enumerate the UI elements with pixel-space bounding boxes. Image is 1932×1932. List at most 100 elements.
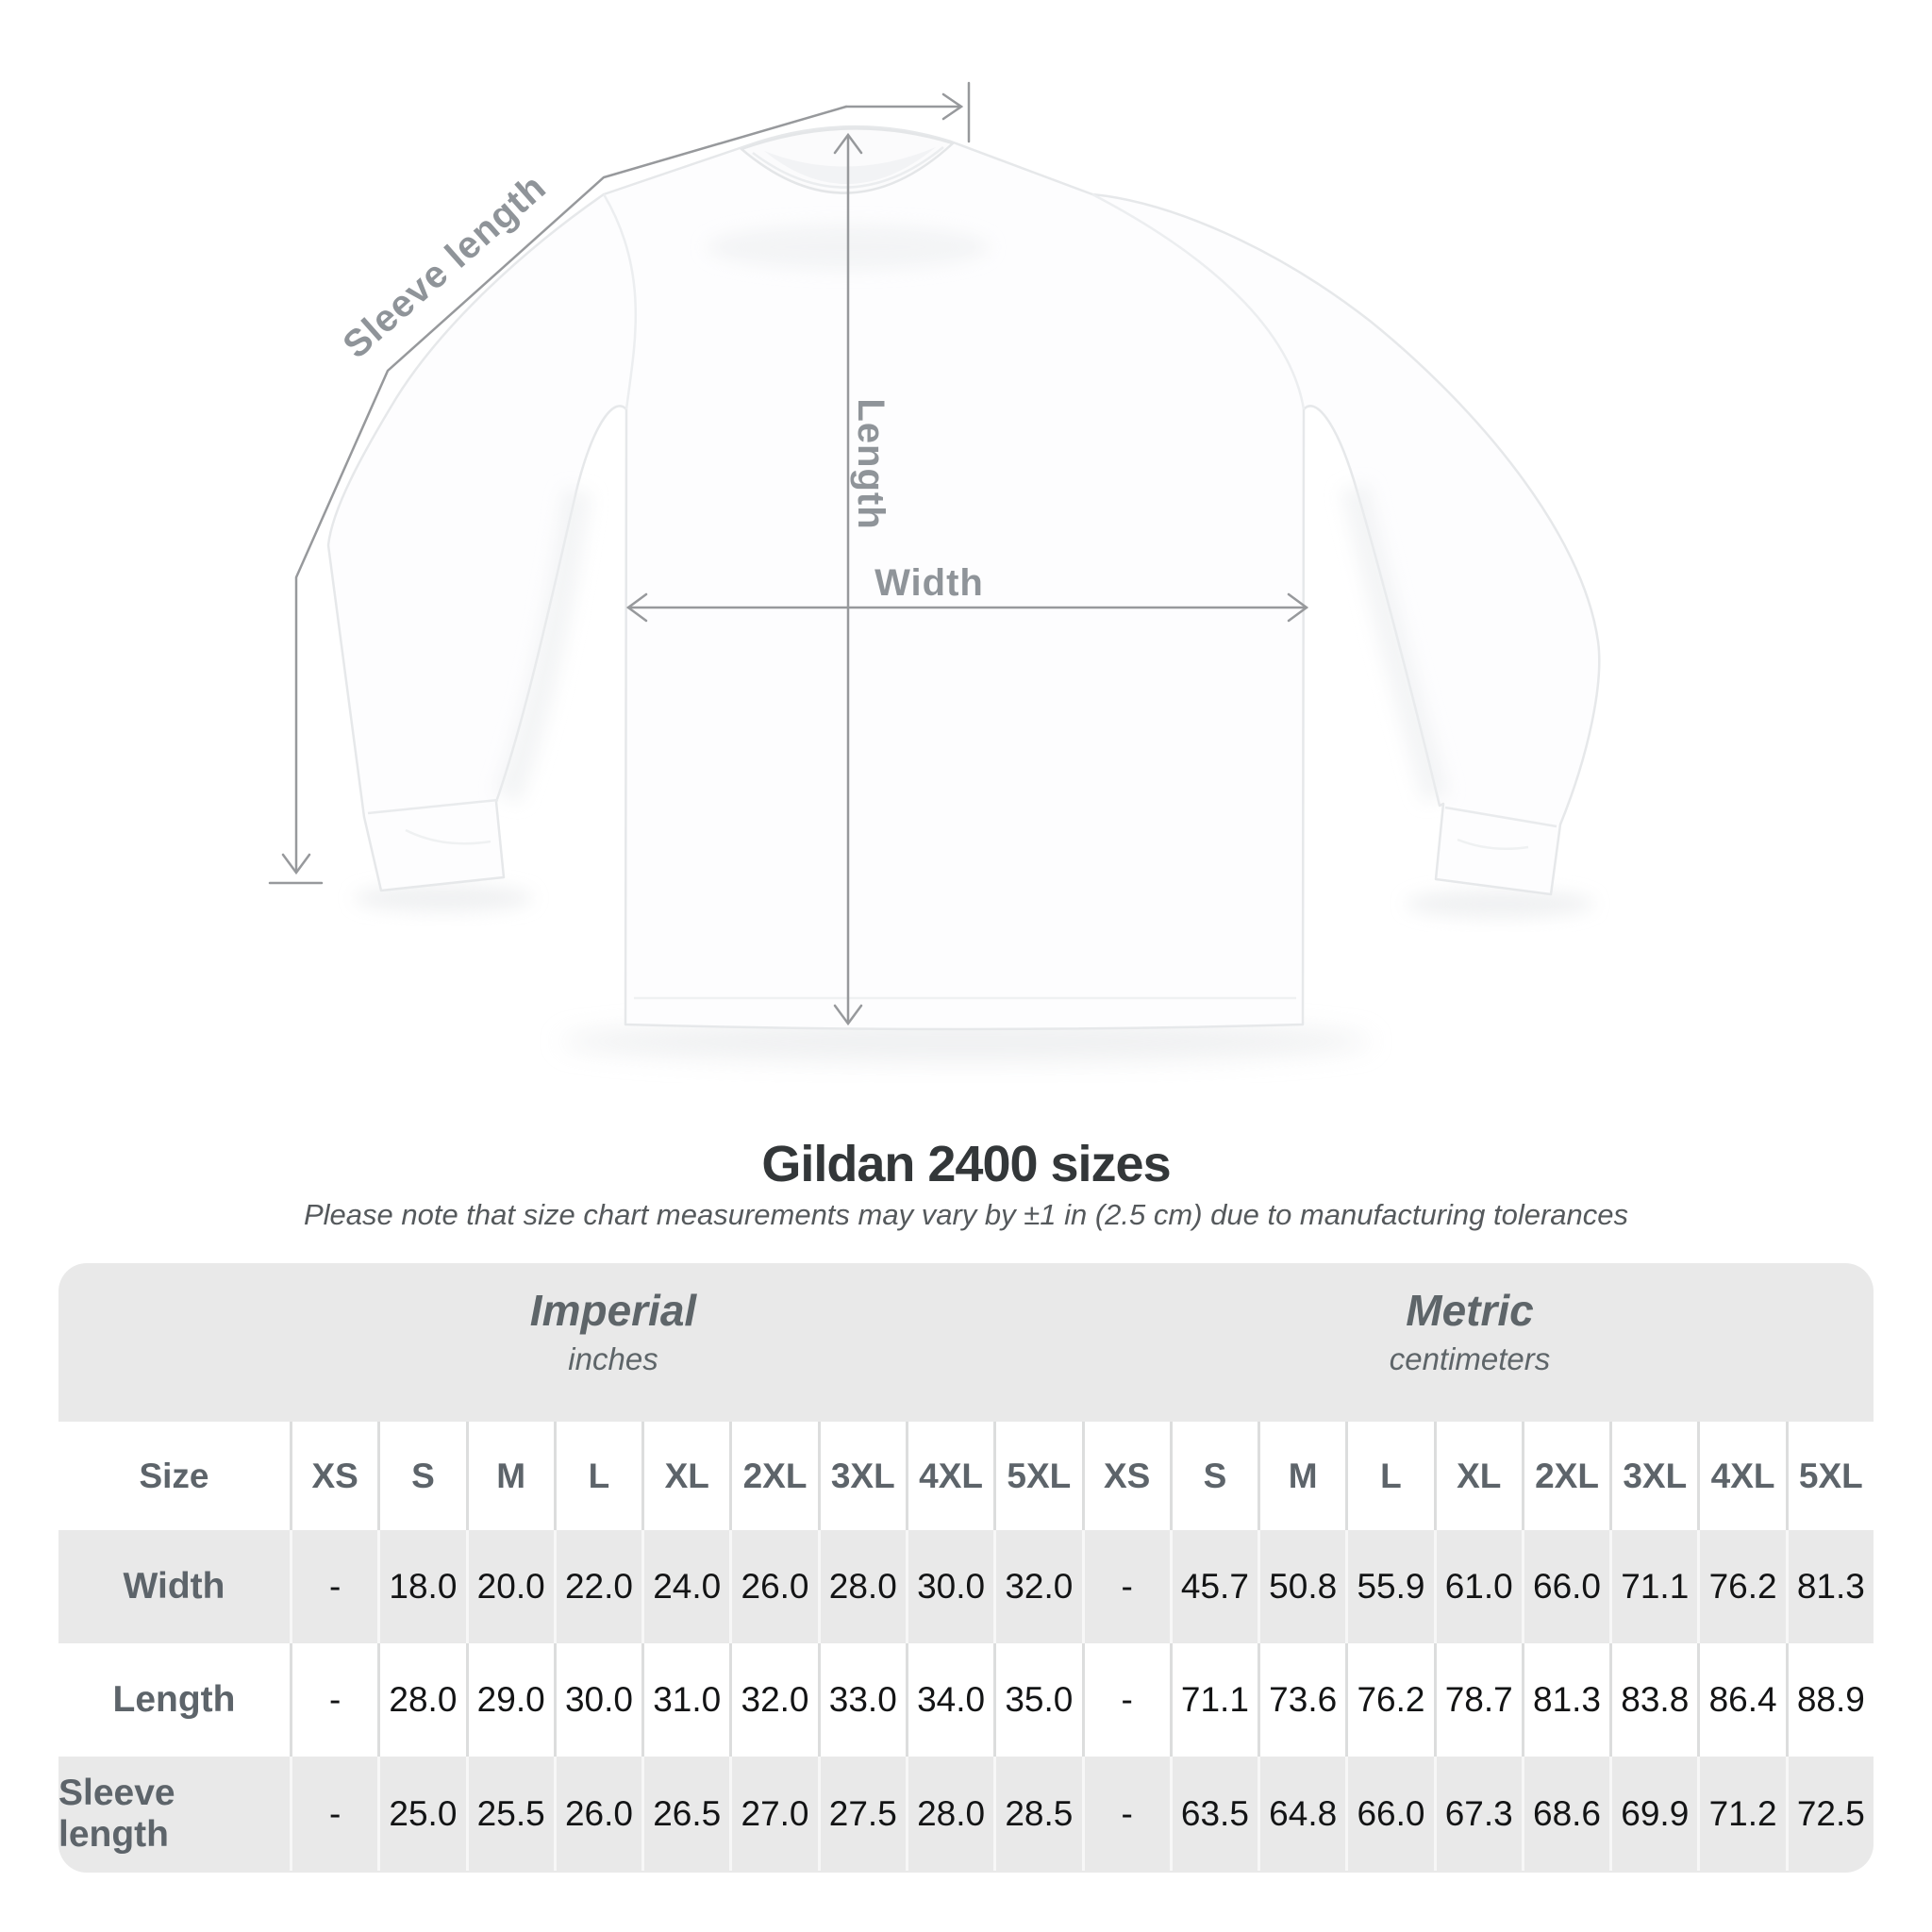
imperial-label: Imperial — [529, 1286, 697, 1335]
imperial-size-header: S — [377, 1422, 465, 1530]
sleeve-imperial-value: 28.0 — [905, 1757, 993, 1871]
left-armhole-seam — [602, 193, 637, 410]
length-imperial-value: 31.0 — [641, 1643, 729, 1757]
sleeve-metric-value: 68.6 — [1521, 1757, 1609, 1871]
length-imperial-value: 29.0 — [465, 1643, 554, 1757]
row-label: Width — [123, 1566, 225, 1607]
length-metric-value: 81.3 — [1521, 1643, 1609, 1757]
sleeve-metric-value: 63.5 — [1169, 1757, 1257, 1871]
metric-size-header: XS — [1081, 1422, 1170, 1530]
width-imperial-value: 24.0 — [641, 1530, 729, 1643]
length-metric-value: - — [1081, 1643, 1170, 1757]
imperial-size-header: XS — [290, 1422, 377, 1530]
width-metric-value: 45.7 — [1169, 1530, 1257, 1643]
left-cuff-wrinkle — [405, 828, 491, 845]
page-subtitle: Please note that size chart measurements… — [303, 1198, 1629, 1231]
size-chart-table: Imperial inches Metric centimeters Size … — [58, 1263, 1874, 1873]
width-metric-value: 50.8 — [1257, 1530, 1345, 1643]
length-metric-value: 71.1 — [1169, 1643, 1257, 1757]
length-imperial-value: 34.0 — [905, 1643, 993, 1757]
imperial-size-header: M — [465, 1422, 554, 1530]
metric-size-header: M — [1257, 1422, 1345, 1530]
length-imperial-value: 35.0 — [993, 1643, 1081, 1757]
collar-inside-shadow — [764, 147, 936, 185]
metric-size-header: 2XL — [1521, 1422, 1609, 1530]
metric-size-header: S — [1169, 1422, 1257, 1530]
size-corner-header: Size — [139, 1456, 209, 1495]
metric-size-header: XL — [1433, 1422, 1522, 1530]
width-imperial-value: 32.0 — [993, 1530, 1081, 1643]
width-imperial-value: 18.0 — [377, 1530, 465, 1643]
left-sleeve-shading — [493, 489, 591, 804]
width-metric-value: 55.9 — [1345, 1530, 1433, 1643]
sleeve-metric-value: 71.2 — [1697, 1757, 1785, 1871]
right-sleeve-shading — [1341, 483, 1450, 803]
imperial-size-header: 2XL — [729, 1422, 817, 1530]
imperial-size-header: 4XL — [905, 1422, 993, 1530]
sleeve-metric-value: - — [1081, 1757, 1170, 1871]
length-dimension-line — [833, 132, 863, 1026]
sleeve-imperial-value: 28.5 — [993, 1757, 1081, 1871]
length-metric-value: 76.2 — [1345, 1643, 1433, 1757]
width-metric-value: 61.0 — [1433, 1530, 1522, 1643]
length-imperial-value: 32.0 — [729, 1643, 817, 1757]
length-imperial-value: 30.0 — [553, 1643, 641, 1757]
length-metric-value: 83.8 — [1609, 1643, 1697, 1757]
table-row-sleeve-length: Sleeve length - 25.0 25.5 26.0 26.5 27.0… — [58, 1757, 1874, 1871]
cuff-shadow-left — [354, 884, 533, 912]
imperial-size-header: XL — [641, 1422, 729, 1530]
sleeve-length-dimension-line — [268, 81, 971, 885]
sleeve-metric-value: 69.9 — [1609, 1757, 1697, 1871]
length-imperial-value: 28.0 — [377, 1643, 465, 1757]
width-metric-value: 66.0 — [1521, 1530, 1609, 1643]
width-label: Width — [874, 562, 984, 604]
metric-size-header: L — [1345, 1422, 1433, 1530]
long-sleeve-shirt-illustration: Sleeve length Length Width — [268, 81, 1601, 1062]
sleeve-imperial-value: 25.5 — [465, 1757, 554, 1871]
imperial-size-header: 5XL — [993, 1422, 1081, 1530]
sleeve-metric-value: 67.3 — [1433, 1757, 1522, 1871]
width-imperial-value: 22.0 — [553, 1530, 641, 1643]
left-cuff-seam — [367, 798, 499, 815]
metric-unit-label: centimeters — [1389, 1341, 1551, 1376]
imperial-section-header: Imperial inches — [530, 1286, 696, 1378]
length-imperial-value: - — [290, 1643, 377, 1757]
sleeve-imperial-value: 26.5 — [641, 1757, 729, 1871]
sleeve-imperial-value: - — [290, 1757, 377, 1871]
length-metric-value: 73.6 — [1257, 1643, 1345, 1757]
width-imperial-value: 30.0 — [905, 1530, 993, 1643]
width-metric-value: 71.1 — [1609, 1530, 1697, 1643]
length-metric-value: 86.4 — [1697, 1643, 1785, 1757]
sleeve-imperial-value: 26.0 — [553, 1757, 641, 1871]
table-header-row: Size XS S M L XL 2XL 3XL 4XL 5XL XS S M … — [58, 1422, 1874, 1530]
table-row-length: Length - 28.0 29.0 30.0 31.0 32.0 33.0 3… — [58, 1643, 1874, 1757]
imperial-size-header: L — [553, 1422, 641, 1530]
length-imperial-value: 33.0 — [817, 1643, 906, 1757]
sleeve-imperial-value: 27.5 — [817, 1757, 906, 1871]
width-imperial-value: 26.0 — [729, 1530, 817, 1643]
width-metric-value: 81.3 — [1785, 1530, 1874, 1643]
sleeve-imperial-value: 27.0 — [729, 1757, 817, 1871]
sleeve-metric-value: 64.8 — [1257, 1757, 1345, 1871]
unit-system-header: Imperial inches Metric centimeters — [58, 1263, 1874, 1422]
dimension-lines — [268, 81, 1309, 1026]
width-imperial-value: - — [290, 1530, 377, 1643]
row-label: Length — [112, 1679, 236, 1720]
metric-size-header: 3XL — [1609, 1422, 1697, 1530]
metric-label: Metric — [1406, 1286, 1534, 1335]
width-metric-value: - — [1081, 1530, 1170, 1643]
size-chart-grid: Size XS S M L XL 2XL 3XL 4XL 5XL XS S M … — [58, 1422, 1874, 1871]
shirt-measurement-diagram: Sleeve length Length Width — [268, 81, 1601, 1062]
table-row-width: Width - 18.0 20.0 22.0 24.0 26.0 28.0 30… — [58, 1530, 1874, 1643]
row-label: Sleeve length — [58, 1772, 175, 1855]
right-cuff-seam — [1444, 806, 1557, 828]
width-metric-value: 76.2 — [1697, 1530, 1785, 1643]
imperial-unit-label: inches — [568, 1341, 658, 1376]
width-imperial-value: 20.0 — [465, 1530, 554, 1643]
sleeve-metric-value: 66.0 — [1345, 1757, 1433, 1871]
metric-size-header: 4XL — [1697, 1422, 1785, 1530]
width-imperial-value: 28.0 — [817, 1530, 906, 1643]
width-dimension-line — [625, 592, 1309, 623]
length-metric-value: 78.7 — [1433, 1643, 1522, 1757]
page-title: Gildan 2400 sizes — [761, 1136, 1171, 1192]
